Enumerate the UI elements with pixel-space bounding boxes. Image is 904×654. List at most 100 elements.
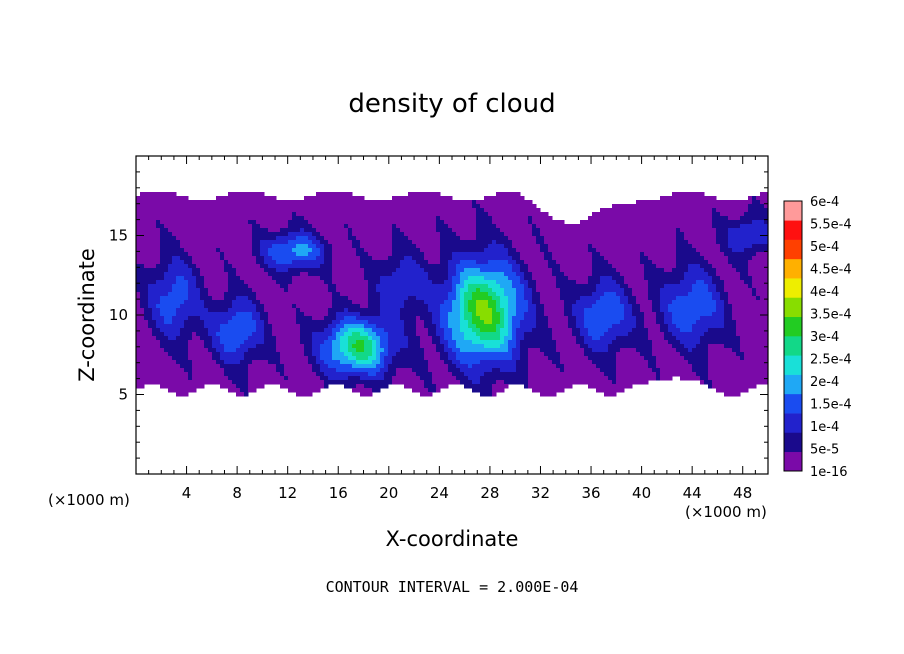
heatmap-cell: [152, 216, 157, 221]
heatmap-cell: [760, 236, 765, 241]
heatmap-cell: [720, 256, 725, 261]
heatmap-cell: [480, 248, 485, 253]
heatmap-cell: [356, 272, 361, 277]
heatmap-cell: [732, 296, 737, 301]
heatmap-cell: [392, 288, 397, 293]
heatmap-cell: [532, 296, 537, 301]
heatmap-cell: [640, 264, 645, 269]
heatmap-cell: [436, 248, 441, 253]
heatmap-cell: [148, 292, 153, 297]
heatmap-cell: [708, 212, 713, 217]
heatmap-cell: [748, 300, 753, 305]
heatmap-cell: [640, 244, 645, 249]
heatmap-cell: [484, 220, 489, 225]
heatmap-cell: [536, 284, 541, 289]
heatmap-cell: [284, 240, 289, 245]
heatmap-cell: [560, 236, 565, 241]
heatmap-cell: [356, 196, 361, 201]
heatmap-cell: [444, 292, 449, 297]
heatmap-cell: [468, 232, 473, 237]
heatmap-cell: [700, 252, 705, 257]
heatmap-cell: [712, 312, 717, 317]
heatmap-cell: [512, 252, 517, 257]
heatmap-cell: [380, 204, 385, 209]
heatmap-cell: [616, 216, 621, 221]
heatmap-cell: [636, 208, 641, 213]
heatmap-cell: [280, 300, 285, 305]
heatmap-cell: [284, 252, 289, 257]
heatmap-cell: [516, 304, 521, 309]
heatmap-cell: [560, 252, 565, 257]
heatmap-cell: [396, 216, 401, 221]
heatmap-cell: [136, 204, 141, 209]
heatmap-cell: [428, 304, 433, 309]
heatmap-cell: [608, 264, 613, 269]
heatmap-cell: [372, 272, 377, 277]
heatmap-cell: [716, 224, 721, 229]
heatmap-cell: [420, 220, 425, 225]
heatmap-cell: [676, 208, 681, 213]
heatmap-cell: [416, 220, 421, 225]
heatmap-cell: [656, 204, 661, 209]
heatmap-cell: [208, 252, 213, 257]
heatmap-cell: [692, 284, 697, 289]
heatmap-cell: [136, 228, 141, 233]
heatmap-cell: [236, 260, 241, 265]
heatmap-cell: [512, 304, 517, 309]
heatmap-cell: [264, 288, 269, 293]
heatmap-cell: [376, 284, 381, 289]
heatmap-cell: [480, 240, 485, 245]
heatmap-cell: [348, 268, 353, 273]
heatmap-cell: [656, 252, 661, 257]
heatmap-cell: [364, 268, 369, 273]
heatmap-cell: [392, 260, 397, 265]
heatmap-cell: [184, 196, 189, 201]
heatmap-cell: [632, 288, 637, 293]
heatmap-cell: [164, 216, 169, 221]
heatmap-cell: [528, 264, 533, 269]
heatmap-cell: [280, 220, 285, 225]
heatmap-cell: [740, 264, 745, 269]
heatmap-cell: [688, 224, 693, 229]
heatmap-cell: [216, 280, 221, 285]
heatmap-cell: [180, 220, 185, 225]
heatmap-cell: [264, 248, 269, 253]
heatmap-cell: [356, 320, 361, 325]
heatmap-cell: [668, 248, 673, 253]
heatmap-cell: [580, 232, 585, 237]
heatmap-cell: [660, 260, 665, 265]
heatmap-cell: [336, 228, 341, 233]
heatmap-cell: [552, 232, 557, 237]
heatmap-cell: [648, 240, 653, 245]
heatmap-cell: [260, 260, 265, 265]
heatmap-cell: [368, 252, 373, 257]
heatmap-cell: [216, 252, 221, 257]
heatmap-cell: [676, 204, 681, 209]
heatmap-cell: [324, 228, 329, 233]
heatmap-cell: [324, 192, 329, 197]
heatmap-cell: [728, 236, 733, 241]
heatmap-cell: [396, 312, 401, 317]
heatmap-cell: [244, 264, 249, 269]
heatmap-cell: [472, 296, 477, 301]
heatmap-cell: [476, 248, 481, 253]
heatmap-cell: [232, 256, 237, 261]
heatmap-cell: [612, 300, 617, 305]
heatmap-cell: [180, 196, 185, 201]
heatmap-cell: [332, 220, 337, 225]
heatmap-cell: [364, 312, 369, 317]
heatmap-cell: [384, 296, 389, 301]
heatmap-cell: [340, 264, 345, 269]
heatmap-cell: [720, 268, 725, 273]
heatmap-cell: [192, 256, 197, 261]
heatmap-cell: [584, 252, 589, 257]
heatmap-cell: [540, 212, 545, 217]
heatmap-cell: [712, 264, 717, 269]
heatmap-cell: [612, 212, 617, 217]
heatmap-cell: [728, 248, 733, 253]
heatmap-cell: [732, 320, 737, 325]
heatmap-cell: [240, 296, 245, 301]
heatmap-cell: [624, 228, 629, 233]
heatmap-cell: [168, 292, 173, 297]
heatmap-cell: [692, 232, 697, 237]
